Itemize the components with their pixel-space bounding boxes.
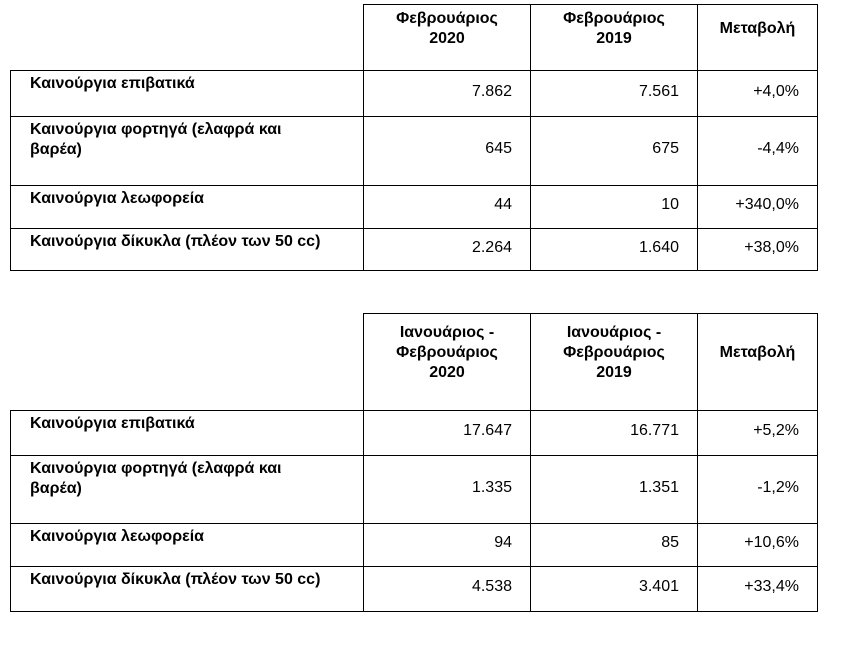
row-label-cell: Καινούργια φορτηγά (ελαφρά και βαρέα) <box>10 116 364 186</box>
table-row: Καινούργια λεωφορεία 44 10 +340,0% <box>10 185 818 229</box>
row-label-cell: Καινούργια επιβατικά <box>10 410 364 456</box>
value-current-cell: 94 <box>363 523 531 567</box>
col-header-change: Μεταβολή <box>697 313 818 411</box>
col-header-previous-period: Φεβρουάριος 2019 <box>530 4 698 71</box>
value-previous-cell: 85 <box>530 523 698 567</box>
value-current-cell: 44 <box>363 185 531 229</box>
change-cell: +5,2% <box>697 410 818 456</box>
col-header-previous-period: Ιανουάριος - Φεβρουάριος 2019 <box>530 313 698 411</box>
value-current-cell: 645 <box>363 116 531 186</box>
value-previous-cell: 1.351 <box>530 455 698 524</box>
table-row: Καινούργια φορτηγά (ελαφρά και βαρέα) 64… <box>10 116 818 186</box>
feb-2020-vs-2019-table: Φεβρουάριος 2020 Φεβρουάριος 2019 Μεταβο… <box>10 4 818 271</box>
value-current-cell: 7.862 <box>363 70 531 117</box>
value-previous-cell: 1.640 <box>530 228 698 271</box>
value-previous-cell: 7.561 <box>530 70 698 117</box>
change-cell: +38,0% <box>697 228 818 271</box>
empty-header-cell <box>11 314 364 411</box>
row-label-cell: Καινούργια λεωφορεία <box>10 185 364 229</box>
row-label-cell: Καινούργια λεωφορεία <box>10 523 364 567</box>
value-current-cell: 1.335 <box>363 455 531 524</box>
table-header-row: Φεβρουάριος 2020 Φεβρουάριος 2019 Μεταβο… <box>11 4 818 71</box>
table-header-row: Ιανουάριος - Φεβρουάριος 2020 Ιανουάριος… <box>11 313 818 411</box>
change-cell: +340,0% <box>697 185 818 229</box>
change-cell: +10,6% <box>697 523 818 567</box>
row-label-cell: Καινούργια δίκυκλα (πλέον των 50 cc) <box>10 228 364 271</box>
document-page: Φεβρουάριος 2020 Φεβρουάριος 2019 Μεταβο… <box>0 4 855 653</box>
col-header-current-period: Φεβρουάριος 2020 <box>363 4 531 71</box>
table-row: Καινούργια δίκυκλα (πλέον των 50 cc) 4.5… <box>10 566 818 612</box>
change-cell: +4,0% <box>697 70 818 117</box>
row-label-cell: Καινούργια επιβατικά <box>10 70 364 117</box>
table-row: Καινούργια φορτηγά (ελαφρά και βαρέα) 1.… <box>10 455 818 524</box>
change-cell: -1,2% <box>697 455 818 524</box>
value-previous-cell: 3.401 <box>530 566 698 612</box>
change-cell: +33,4% <box>697 566 818 612</box>
table-row: Καινούργια λεωφορεία 94 85 +10,6% <box>10 523 818 567</box>
change-cell: -4,4% <box>697 116 818 186</box>
table-row: Καινούργια δίκυκλα (πλέον των 50 cc) 2.2… <box>10 228 818 271</box>
value-current-cell: 2.264 <box>363 228 531 271</box>
table-row: Καινούργια επιβατικά 17.647 16.771 +5,2% <box>10 410 818 456</box>
value-previous-cell: 10 <box>530 185 698 229</box>
row-label-cell: Καινούργια φορτηγά (ελαφρά και βαρέα) <box>10 455 364 524</box>
col-header-change: Μεταβολή <box>697 4 818 71</box>
table-row: Καινούργια επιβατικά 7.862 7.561 +4,0% <box>10 70 818 117</box>
row-label-cell: Καινούργια δίκυκλα (πλέον των 50 cc) <box>10 566 364 612</box>
empty-header-cell <box>11 5 364 71</box>
col-header-current-period: Ιανουάριος - Φεβρουάριος 2020 <box>363 313 531 411</box>
value-current-cell: 17.647 <box>363 410 531 456</box>
jan-feb-2020-vs-2019-table: Ιανουάριος - Φεβρουάριος 2020 Ιανουάριος… <box>10 313 818 612</box>
value-previous-cell: 675 <box>530 116 698 186</box>
value-current-cell: 4.538 <box>363 566 531 612</box>
value-previous-cell: 16.771 <box>530 410 698 456</box>
